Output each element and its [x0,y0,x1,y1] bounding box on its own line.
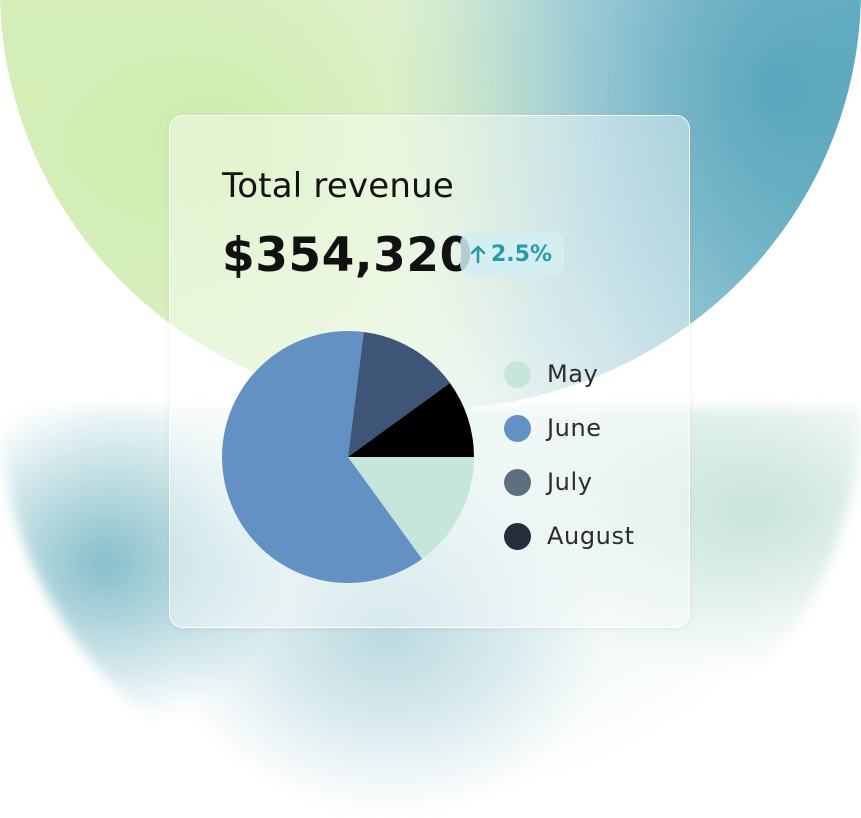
revenue-amount: $354,320 [222,228,473,283]
legend-item-june: June [504,401,635,455]
legend-swatch [504,360,531,388]
pie-slice-june [222,330,423,583]
revenue-card: Total revenue $354,320 2.5% May June Jul… [169,115,690,628]
pie-slice-may [348,457,474,559]
legend-swatch [504,468,531,496]
card-title: Total revenue [222,166,455,206]
pie-slice-july [348,331,450,457]
legend-swatch [504,522,531,550]
pie-slice-august [348,382,474,457]
legend-label: May [547,360,599,388]
legend-swatch [504,414,531,442]
change-value: 2.5% [491,241,553,267]
legend-item-may: May [504,347,635,401]
legend-label: August [547,522,635,550]
legend-label: June [547,414,602,442]
chart-legend: May June July August [504,347,635,563]
arrow-up-icon [470,245,486,264]
legend-item-august: August [504,509,635,563]
revenue-pie-chart [222,330,474,583]
change-badge: 2.5% [460,232,565,276]
legend-item-july: July [504,455,635,509]
legend-label: July [547,468,593,496]
